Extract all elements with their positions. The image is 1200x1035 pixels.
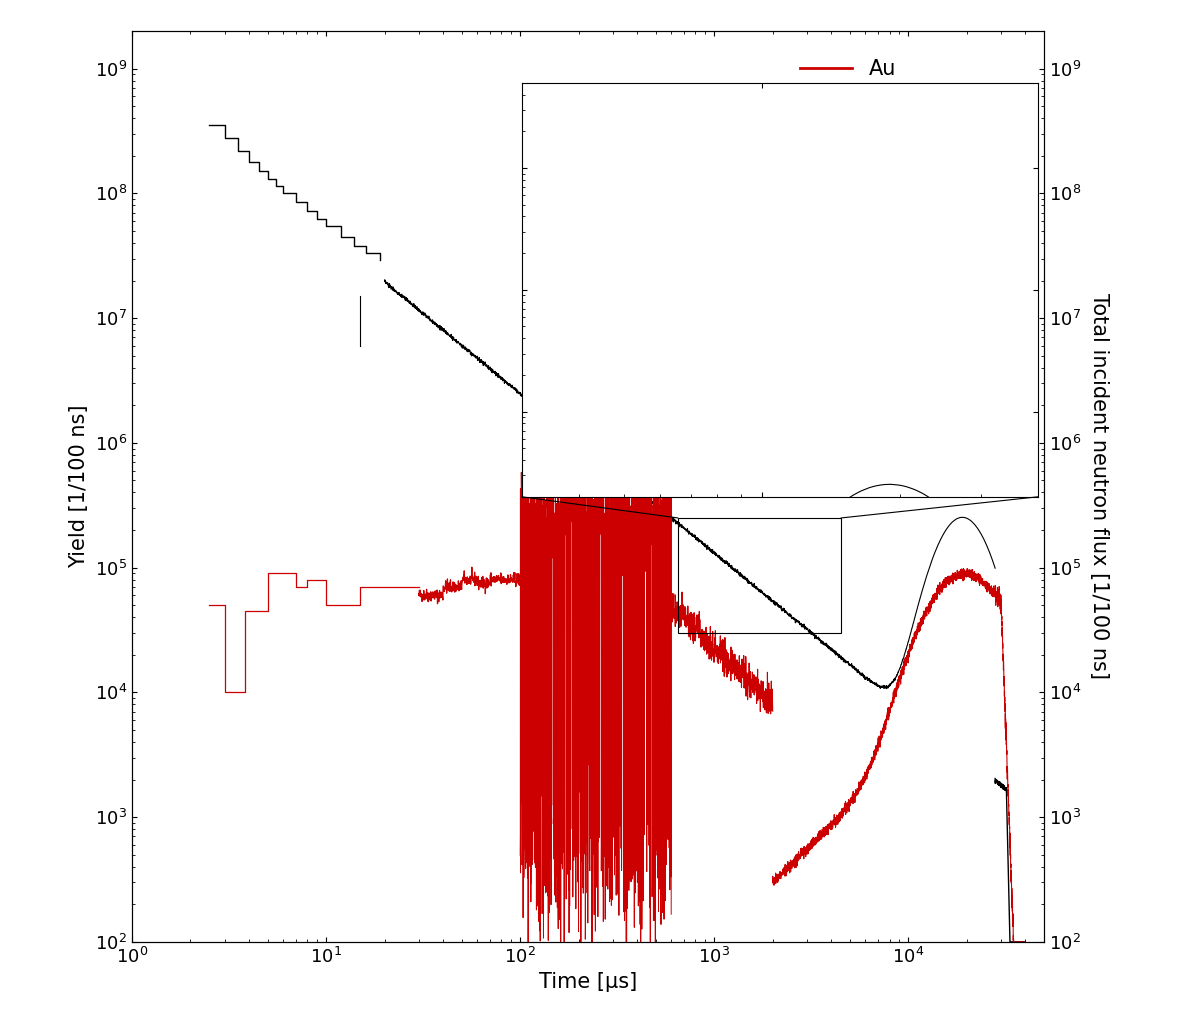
Y-axis label: Yield [1/100 ns]: Yield [1/100 ns]: [70, 405, 89, 568]
Legend: Au, Neutron flux: Au, Neutron flux: [792, 51, 1007, 118]
Bar: [678, 518, 841, 632]
Y-axis label: Total incident neutron flux [1/100 ns]: Total incident neutron flux [1/100 ns]: [1088, 294, 1109, 679]
X-axis label: Time [μs]: Time [μs]: [539, 972, 637, 993]
